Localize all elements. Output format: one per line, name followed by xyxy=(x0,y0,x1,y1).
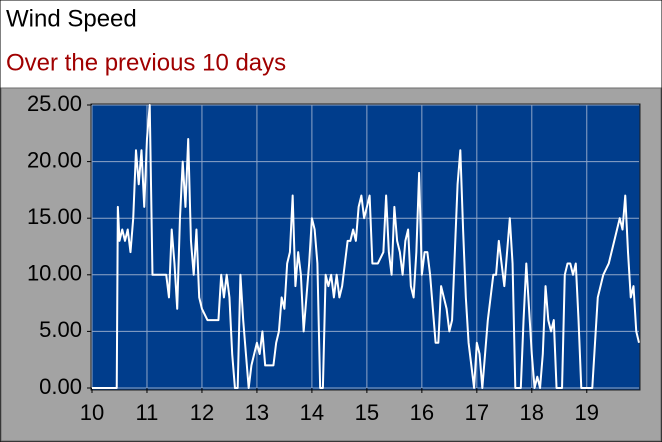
x-tick-label: 15 xyxy=(355,400,379,425)
y-tick-label: 5.00 xyxy=(39,317,82,342)
x-tick-label: 16 xyxy=(410,400,434,425)
y-tick-label: 0.00 xyxy=(39,374,82,399)
x-tick-label: 11 xyxy=(136,400,159,425)
chart-title: Wind Speed xyxy=(6,5,137,32)
y-tick-label: 10.00 xyxy=(27,261,82,286)
x-tick-label: 13 xyxy=(245,400,269,425)
y-tick-label: 25.00 xyxy=(27,91,82,116)
x-tick-label: 10 xyxy=(80,400,104,425)
x-tick-label: 14 xyxy=(300,400,324,425)
data-line xyxy=(92,104,640,389)
x-tick-label: 17 xyxy=(465,400,489,425)
plot-area xyxy=(90,103,641,391)
y-tick-label: 15.00 xyxy=(27,204,82,229)
x-tick-label: 18 xyxy=(520,400,544,425)
x-tick-label: 19 xyxy=(575,400,599,425)
x-tick-label: 12 xyxy=(190,400,214,425)
y-tick-label: 20.00 xyxy=(27,147,82,172)
chart-subtitle: Over the previous 10 days xyxy=(6,49,286,76)
